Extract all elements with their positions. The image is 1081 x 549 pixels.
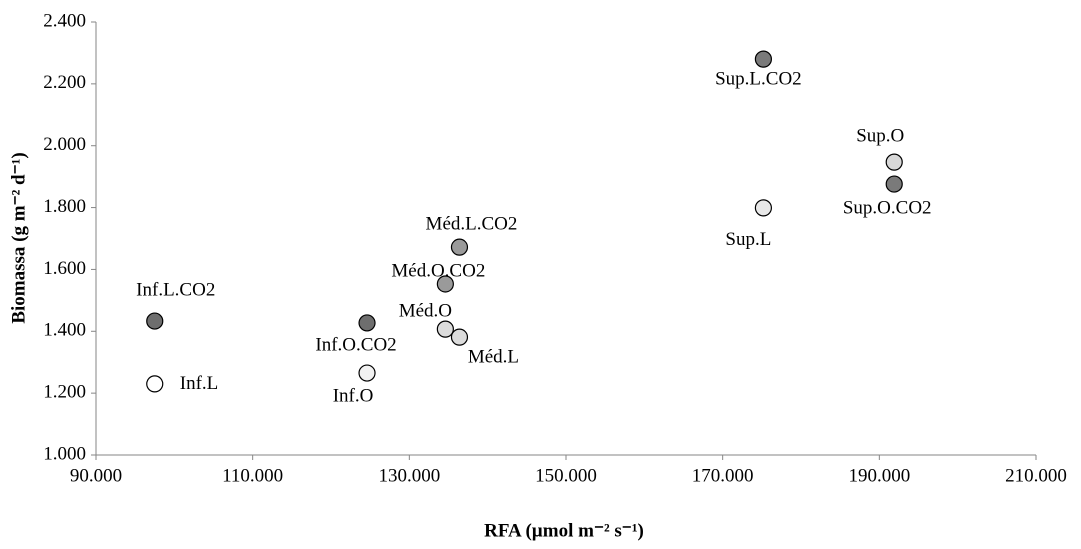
point-label: Sup.L.CO2 [715, 68, 802, 89]
y-tick-label: 1.400 [43, 320, 86, 341]
x-tick-label: 130.000 [378, 465, 440, 486]
point-label: Méd.L.CO2 [426, 214, 518, 235]
point-label: Inf.O [333, 385, 374, 406]
point [146, 375, 164, 393]
point-label: Méd.L [468, 347, 519, 368]
point-label: Inf.L.CO2 [136, 279, 215, 300]
point [146, 312, 164, 330]
point-label: Méd.O [399, 300, 452, 321]
point-label: Inf.O.CO2 [315, 334, 396, 355]
point [436, 275, 454, 293]
y-tick-label: 1.000 [43, 443, 86, 464]
y-tick-label: 1.600 [43, 258, 86, 279]
y-tick-label: 2.200 [43, 72, 86, 93]
point [436, 320, 454, 338]
y-axis-title: Biomassa (g m⁻² d⁻¹) [8, 152, 29, 323]
x-tick-label: 170.000 [692, 465, 754, 486]
point [450, 328, 469, 346]
y-tick-label: 2.000 [43, 134, 86, 155]
point [358, 364, 376, 382]
y-tick-label: 2.400 [43, 10, 86, 31]
x-tick-label: 210.000 [1005, 465, 1067, 486]
x-axis-title: RFA (µmol m⁻² s⁻¹) [484, 520, 644, 541]
point [754, 50, 773, 68]
point [754, 199, 773, 217]
point [450, 238, 469, 256]
point-label: Méd.O.CO2 [391, 260, 485, 281]
point-label: Sup.O [856, 125, 904, 146]
point [885, 175, 903, 193]
x-tick-label: 190.000 [848, 465, 910, 486]
point-label: Sup.O.CO2 [843, 197, 932, 218]
point [885, 153, 903, 171]
point [358, 314, 376, 332]
point-label: Inf.L [180, 373, 219, 394]
y-tick-label: 1.800 [43, 196, 86, 217]
point-label: Sup.L [725, 229, 771, 250]
x-tick-label: 150.000 [535, 465, 597, 486]
y-tick-label: 1.200 [43, 382, 86, 403]
x-tick-label: 90.000 [70, 465, 122, 486]
x-tick-label: 110.000 [222, 465, 283, 486]
